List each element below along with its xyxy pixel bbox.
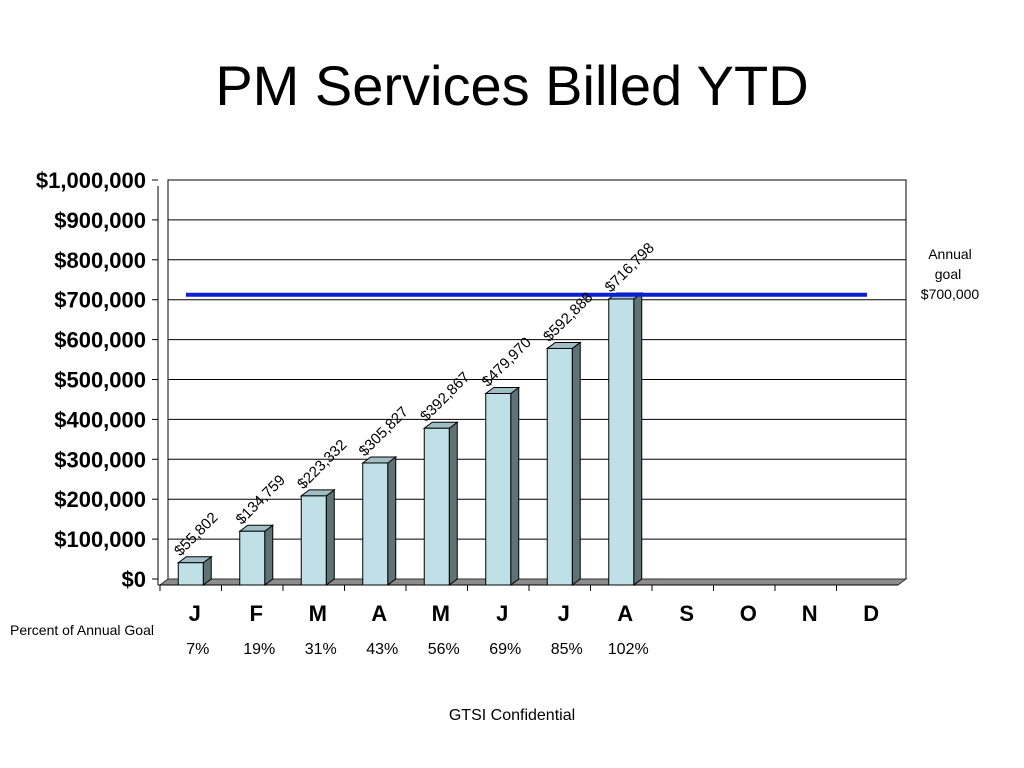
percent-of-goal-value: 102% xyxy=(608,641,649,658)
percent-of-goal-value: 7% xyxy=(186,641,209,658)
percent-of-goal-value: 43% xyxy=(366,641,398,658)
bar-chart: Annual goal $700,000 $55,802$134,759$223,3… xyxy=(36,168,980,658)
x-category-label: O xyxy=(740,601,757,626)
bar-front xyxy=(423,427,450,586)
bar-value-label: $479,970 xyxy=(479,334,535,390)
y-tick-label: $1,000,000 xyxy=(36,168,146,193)
bar-side xyxy=(571,341,581,586)
bar-side xyxy=(633,291,643,586)
goal-line-group: Annual goal $700,000 xyxy=(186,246,979,302)
percent-of-goal-value: 19% xyxy=(243,641,275,658)
bar-side xyxy=(325,488,335,586)
annual-goal-label-line: goal xyxy=(935,266,961,282)
y-tick-label: $200,000 xyxy=(54,487,146,512)
bar-front xyxy=(177,562,204,586)
y-tick-label: $400,000 xyxy=(54,407,146,432)
y-tick-label: $600,000 xyxy=(54,328,146,353)
bar xyxy=(545,341,582,586)
footer-text: GTSI Confidential xyxy=(448,707,576,724)
y-tick-label: $700,000 xyxy=(54,288,146,313)
x-category-label: S xyxy=(679,601,694,626)
value-labels: $55,802$134,759$223,332$305,827$392,867$… xyxy=(171,240,658,560)
annual-goal-label-line: Annual xyxy=(928,246,972,262)
bar-front xyxy=(300,495,327,586)
x-category-label: A xyxy=(617,601,633,626)
percent-of-goal-value: 85% xyxy=(551,641,583,658)
x-category-label: A xyxy=(371,601,387,626)
y-tick-label: $0 xyxy=(122,567,146,592)
bar xyxy=(607,291,644,586)
bar-front xyxy=(608,298,635,586)
bars xyxy=(176,291,644,586)
bar-side xyxy=(387,455,397,586)
x-category-label: F xyxy=(250,601,263,626)
annual-goal-label-line: $700,000 xyxy=(921,286,980,302)
percent-of-goal-value: 56% xyxy=(428,641,460,658)
bar-front xyxy=(546,347,573,586)
x-category-label: M xyxy=(309,601,327,626)
bar-side xyxy=(448,421,458,586)
percent-of-goal-value: 69% xyxy=(489,641,521,658)
bar-value-label: $223,332 xyxy=(294,436,350,492)
bar-front xyxy=(362,462,389,586)
bar xyxy=(299,488,336,586)
y-tick-label: $100,000 xyxy=(54,527,146,552)
bar xyxy=(422,421,459,586)
bar xyxy=(176,555,213,586)
percent-of-goal-value: 31% xyxy=(305,641,337,658)
bar-value-label: $592,888 xyxy=(540,289,596,345)
y-tick-label: $900,000 xyxy=(54,208,146,233)
bar-front xyxy=(239,530,266,586)
bar-value-label: $392,867 xyxy=(417,369,473,425)
y-tick-label: $300,000 xyxy=(54,447,146,472)
bar-side xyxy=(510,386,520,586)
percent-of-goal-label: Percent of Annual Goal xyxy=(10,622,154,638)
axes: $0 $100,000 $200,000 $300,000 $400,000 $500,0… xyxy=(36,168,898,658)
gridlines xyxy=(167,179,907,580)
y-tick-label: $800,000 xyxy=(54,248,146,273)
bar xyxy=(361,455,398,586)
x-category-label: D xyxy=(863,601,879,626)
slide-title: PM Services Billed YTD xyxy=(215,54,809,117)
bar-front xyxy=(485,392,512,586)
bar-value-label: $716,798 xyxy=(602,240,658,296)
x-category-label: N xyxy=(802,601,818,626)
x-category-label: J xyxy=(558,601,570,626)
x-category-label: J xyxy=(189,601,201,626)
bar-value-label: $55,802 xyxy=(171,509,221,559)
x-category-label: M xyxy=(432,601,450,626)
annual-goal-label: Annual goal $700,000 xyxy=(921,246,980,302)
bar-side xyxy=(264,524,274,586)
y-tick-label: $500,000 xyxy=(54,368,146,393)
x-category-label: J xyxy=(496,601,508,626)
bar-value-label: $134,759 xyxy=(233,472,289,528)
bar xyxy=(484,386,521,586)
bar xyxy=(238,524,275,586)
bar-value-label: $305,827 xyxy=(356,404,412,460)
